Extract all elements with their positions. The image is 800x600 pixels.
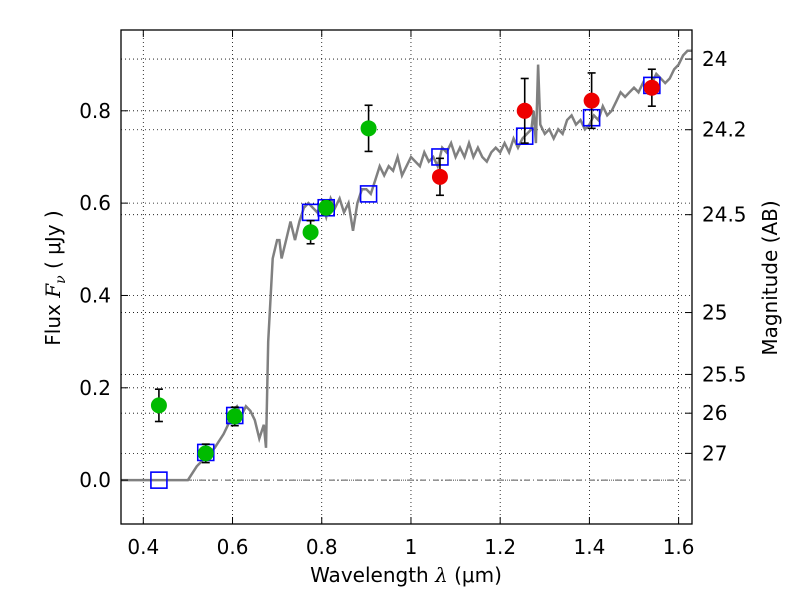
y-tick-label: 0.4: [79, 283, 111, 307]
x-tick-label: 1.4: [573, 535, 605, 559]
mag-tick-label: 26: [702, 401, 727, 425]
data-markers: [150, 68, 661, 489]
y-tick-label: 0.8: [79, 99, 111, 123]
x-tick-label: 0.8: [306, 535, 338, 559]
observation-point: [643, 79, 660, 96]
mag-tick-label: 25.5: [702, 362, 747, 386]
x-tick-label: 1.6: [663, 535, 695, 559]
observation-point: [360, 120, 377, 137]
x-tick-label: 0.6: [217, 535, 249, 559]
x-axis-label: Wavelength λ (μm): [310, 563, 502, 587]
observation-point: [150, 397, 167, 414]
mag-tick-label: 24.2: [702, 118, 747, 142]
mag-tick-label: 25: [702, 301, 727, 325]
y2-axis-label: Magnitude (AB): [758, 200, 782, 355]
model-photometry-square: [150, 471, 168, 489]
x-tick-label: 0.4: [127, 535, 159, 559]
mag-tick-label: 24.5: [702, 203, 747, 227]
mag-tick-label: 24: [702, 47, 727, 71]
mag-tick-label: 27: [702, 441, 727, 465]
x-tick-label: 1: [405, 535, 418, 559]
observation-point: [318, 199, 335, 216]
observation-point: [197, 445, 214, 462]
observation-point: [302, 224, 319, 241]
model-photometry-square: [359, 185, 378, 203]
plot-frame: [120, 29, 693, 525]
y-tick-label: 0.6: [79, 191, 111, 215]
y-tick-label: 0.0: [79, 468, 111, 492]
observation-point: [431, 168, 448, 185]
model-sed-line: [121, 49, 692, 482]
observation-point: [516, 102, 533, 119]
observation-point: [583, 92, 600, 109]
y-tick-label: 0.2: [79, 376, 111, 400]
x-tick-label: 1.2: [484, 535, 516, 559]
axis-ticks: 0.4 0.6 0.8 1 1.2 1.4 1.6 0.0 0.2 0.4 0.6 0.8 24 24.2…: [79, 30, 747, 559]
observation-point: [226, 408, 243, 425]
y-axis-label: Flux Fν ( μJy ): [41, 210, 69, 345]
